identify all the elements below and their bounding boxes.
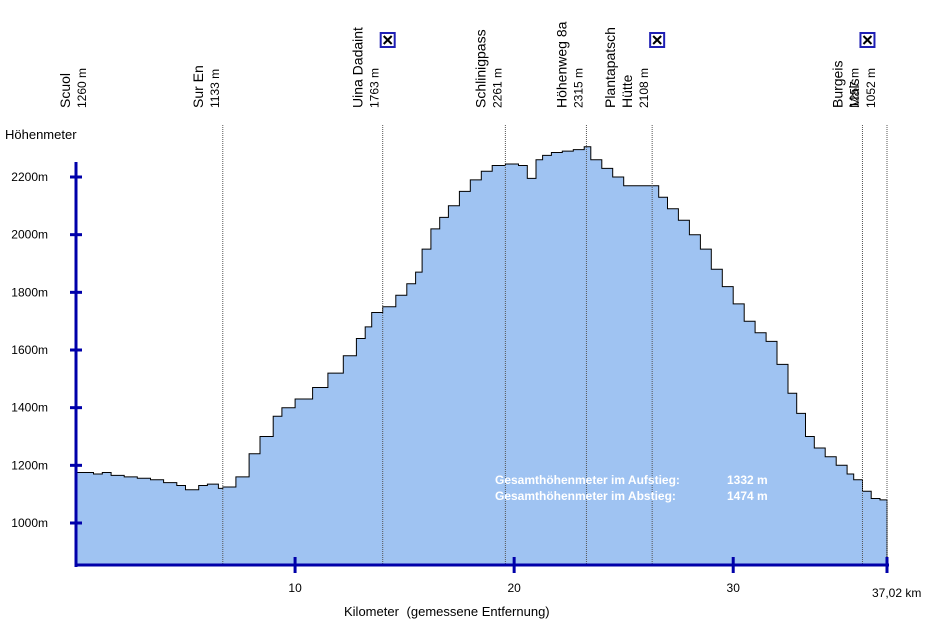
y-axis-ticks: 1000m 1200m 1400m 1600m 1800m 2000m 2200m: [11, 170, 82, 530]
stat-value: 1474 m: [727, 489, 768, 503]
stat-value: 1332 m: [727, 473, 768, 487]
waypoint-name: Hütte: [619, 74, 635, 108]
y-tick-label: 2000m: [11, 228, 48, 242]
axes: [74, 162, 889, 567]
y-tick-label: 1600m: [11, 343, 48, 357]
waypoint-elevation: 1257 m: [847, 68, 861, 108]
waypoint-elevation: 2315 m: [571, 68, 585, 108]
x-axis-title: Kilometer (gemessene Entfernung): [344, 604, 550, 619]
x-axis-end-label: 37,02 km: [872, 586, 921, 600]
stat-label: Gesamthöhenmeter im Aufstieg:: [495, 473, 680, 487]
waypoint-lines: [222, 125, 888, 565]
y-tick-label: 1000m: [11, 516, 48, 530]
waypoint-name: Uina Dadaint: [350, 27, 366, 108]
cross-mark-icon: [382, 35, 393, 45]
y-tick-label: 1800m: [11, 285, 48, 299]
y-tick-label: 2200m: [11, 170, 48, 184]
y-tick-label: 1400m: [11, 401, 48, 415]
stats-annotations: Gesamthöhenmeter im Aufstieg: 1332 m Gesam…: [495, 473, 768, 503]
waypoint-name: Mals: [846, 78, 862, 108]
waypoint-name: Plantapatsch: [602, 27, 618, 108]
waypoint-name: Burgeis: [829, 61, 845, 108]
x-axis-title-main: Kilometer: [344, 604, 400, 619]
waypoint-name: Schlinigpass: [472, 29, 488, 108]
waypoint-name: Scuol: [57, 73, 73, 108]
waypoint-name: Höhenweg 8a: [553, 21, 569, 108]
stat-label: Gesamthöhenmeter im Abstieg:: [495, 489, 676, 503]
waypoint-elevation: 1133 m: [208, 69, 222, 108]
waypoint-name: Sur En: [190, 65, 206, 108]
elevation-profile-area: [75, 146, 888, 566]
waypoint-elevation: 1052 m: [864, 68, 878, 108]
waypoint-elevation: 2108 m: [637, 68, 651, 108]
x-tick-label: 30: [727, 581, 741, 595]
x-axis-ticks: 10 20 30: [288, 557, 889, 595]
x-axis-title-note: (gemessene Entfernung): [407, 604, 550, 619]
x-tick-label: 10: [288, 581, 302, 595]
cross-mark-icon: [862, 35, 873, 45]
cross-mark-icon: [652, 35, 662, 45]
waypoint-labels: Scuol 1260 m Sur En 1133 m Uina Dadaint 1763 …: [57, 21, 878, 108]
waypoint-elevation: 2261 m: [490, 68, 504, 108]
y-axis-title: Höhenmeter: [5, 127, 77, 142]
x-tick-label: 20: [507, 581, 521, 595]
waypoint-elevation: 1763 m: [368, 68, 382, 108]
y-tick-label: 1200m: [11, 458, 48, 472]
waypoint-elevation: 1260 m: [75, 68, 89, 108]
